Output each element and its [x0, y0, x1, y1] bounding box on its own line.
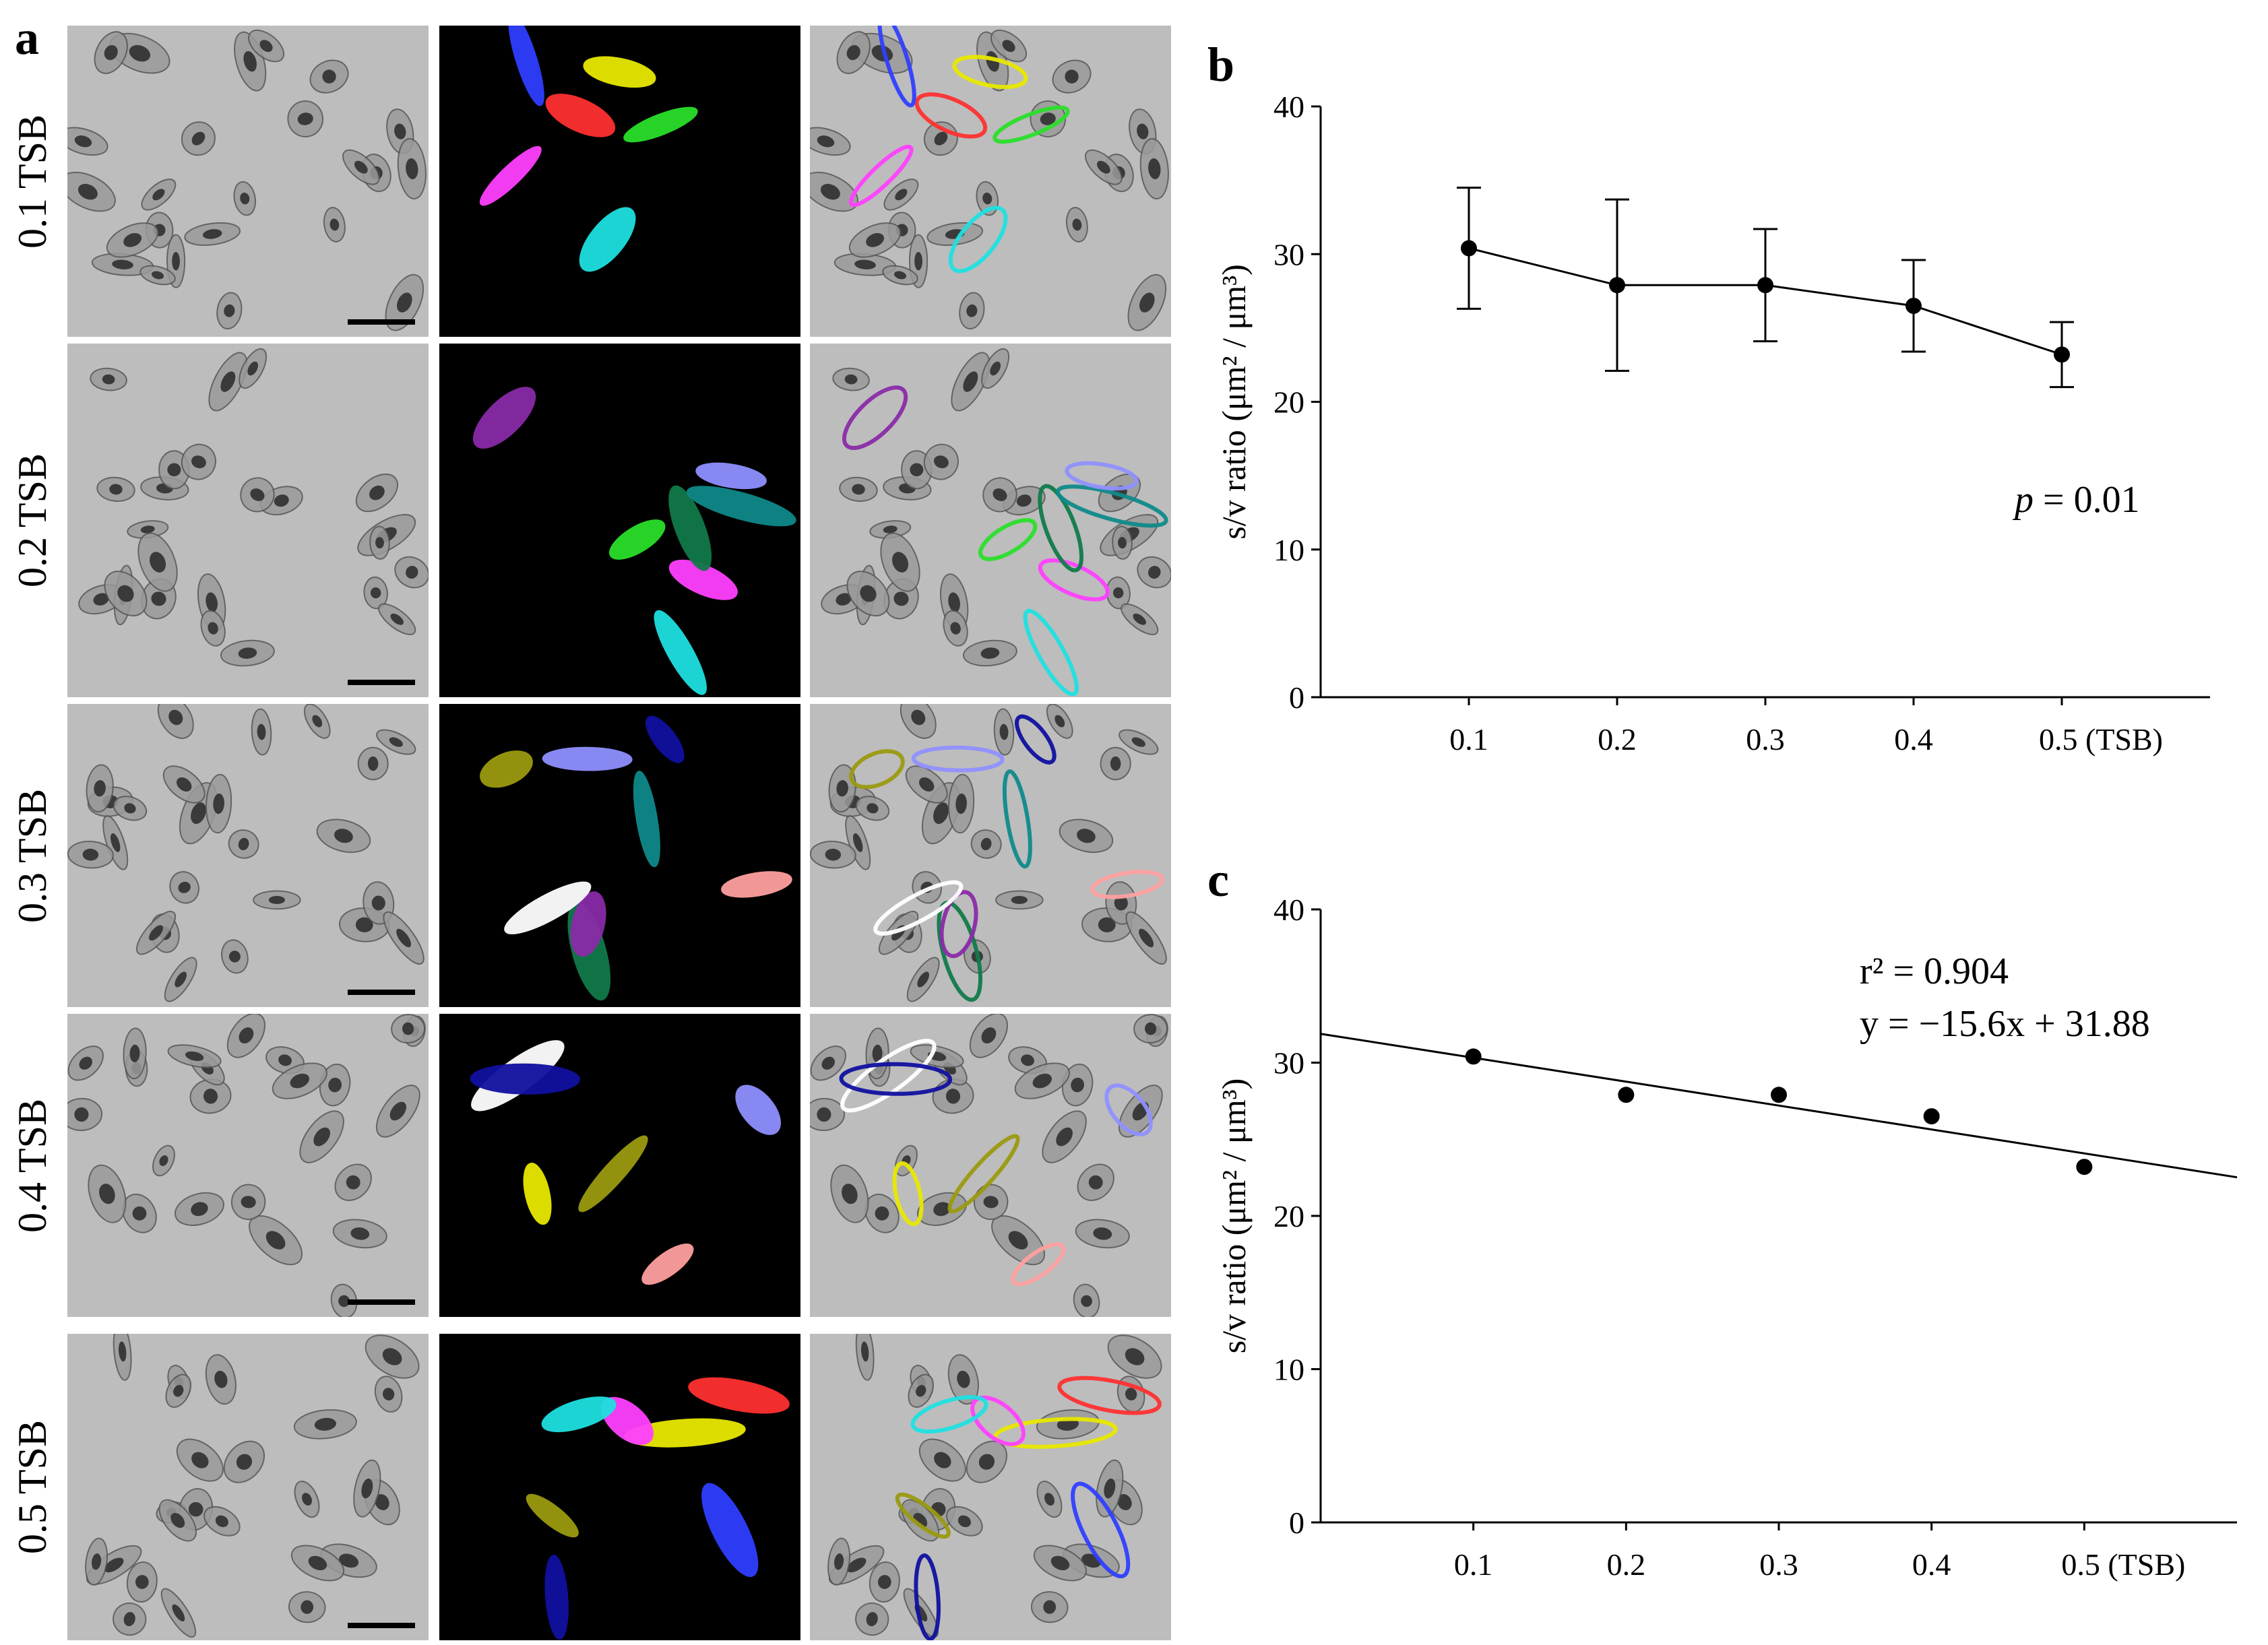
data-point: [1461, 240, 1477, 257]
x-tick-label: 0.2: [1607, 1547, 1646, 1582]
panel-c-letter: c: [1207, 853, 1229, 907]
y-tick-label: 20: [1273, 385, 1304, 420]
data-point: [1465, 1048, 1482, 1065]
data-point: [1618, 1087, 1635, 1103]
scale-bar: [348, 319, 415, 325]
data-point: [1923, 1108, 1940, 1125]
x-tick-label: 0.5 (TSB): [2061, 1547, 2185, 1582]
chart-b: 0 10 20 30 40 0.1 0.2 0.3 0.4 0.5 (TSB) s/v ratio …: [1199, 67, 2250, 795]
row-label-text: 0.5 TSB: [9, 1420, 55, 1554]
micrograph-tile: [439, 1334, 800, 1640]
r-squared-annotation: r² = 0.904: [1860, 950, 2009, 992]
data-point: [1757, 277, 1773, 294]
scale-bar: [348, 990, 415, 995]
row-label: 0.3 TSB: [5, 704, 59, 1007]
micrograph-tile: [810, 1334, 1171, 1640]
micrograph-tile: [810, 344, 1171, 697]
micrograph-tile: [810, 704, 1171, 1007]
y-tick-label: 30: [1273, 237, 1304, 271]
x-tick-label: 0.3: [1746, 722, 1785, 756]
x-tick-label: 0.1: [1449, 722, 1488, 756]
regression-line: [1320, 1033, 2238, 1179]
chart-b-svg: 0 10 20 30 40 0.1 0.2 0.3 0.4 0.5 (TSB) s/v ratio …: [1215, 90, 2210, 756]
scale-bar: [348, 1299, 415, 1305]
micrograph-tile: [810, 26, 1171, 337]
x-tick-label: 0.1: [1454, 1547, 1493, 1582]
micrograph-tile: [67, 1334, 429, 1640]
micrograph-tile: [439, 704, 800, 1007]
chart-c: 0 10 20 30 40 0.1 0.2 0.3 0.4 0.5 (TSB) s/v ratio …: [1199, 876, 2250, 1630]
y-tick-label: 10: [1273, 1353, 1304, 1387]
x-tick-label: 0.4: [1912, 1547, 1951, 1582]
data-point: [1771, 1087, 1787, 1103]
fit-equation-annotation: y = −15.6x + 31.88: [1860, 1003, 2150, 1045]
y-tick-label: 10: [1273, 533, 1304, 567]
micrograph-tile: [439, 26, 800, 337]
y-tick-label: 40: [1273, 90, 1304, 124]
panel-a-letter: a: [15, 11, 39, 65]
data-point: [1905, 297, 1922, 314]
y-tick-label: 20: [1273, 1199, 1304, 1233]
row-label: 0.1 TSB: [5, 26, 59, 337]
micrograph-tile: [810, 1014, 1171, 1317]
micrograph-tile: [67, 1014, 429, 1317]
p-value-annotation: p = 0.01: [2012, 479, 2140, 521]
micrograph-tile: [439, 1014, 800, 1317]
y-tick-label: 40: [1273, 893, 1304, 927]
row-label: 0.2 TSB: [5, 344, 59, 697]
x-tick-label: 0.3: [1759, 1547, 1798, 1582]
row-label: 0.4 TSB: [5, 1014, 59, 1317]
panel-b-letter: b: [1207, 38, 1235, 92]
x-tick-label: 0.2: [1598, 722, 1637, 756]
y-tick-label: 0: [1289, 680, 1304, 715]
row-label-text: 0.1 TSB: [9, 114, 55, 249]
row-label: 0.5 TSB: [5, 1334, 59, 1640]
scale-bar: [348, 680, 415, 685]
y-axis-label: s/v ratio (μm² / μm³): [1215, 1078, 1253, 1354]
row-label-text: 0.3 TSB: [9, 788, 55, 923]
data-point: [2054, 346, 2070, 363]
y-tick-label: 0: [1289, 1506, 1304, 1540]
x-tick-label: 0.4: [1894, 722, 1933, 756]
data-point: [1609, 277, 1625, 294]
x-tick-label: 0.5 (TSB): [2039, 722, 2163, 756]
scale-bar: [348, 1623, 415, 1628]
data-point: [2076, 1159, 2093, 1175]
y-axis-label: s/v ratio (μm² / μm³): [1215, 264, 1253, 540]
micrograph-tile: [67, 704, 429, 1007]
micrograph-tile: [67, 344, 429, 697]
micrograph-tile: [67, 26, 429, 337]
chart-c-svg: 0 10 20 30 40 0.1 0.2 0.3 0.4 0.5 (TSB) s/v ratio …: [1215, 893, 2238, 1582]
y-tick-label: 30: [1273, 1046, 1304, 1080]
micrograph-tile: [439, 344, 800, 697]
row-label-text: 0.2 TSB: [9, 453, 55, 587]
row-label-text: 0.4 TSB: [9, 1098, 55, 1233]
